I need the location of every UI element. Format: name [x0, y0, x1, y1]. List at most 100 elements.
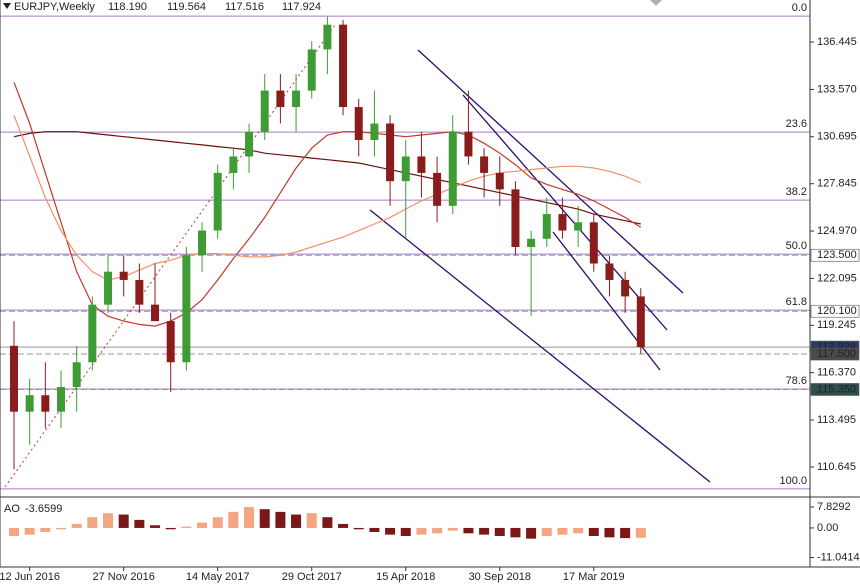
menu-icon[interactable] [3, 3, 11, 9]
ao-bar [134, 519, 145, 528]
ao-bar [40, 527, 51, 532]
y-tick-label: 119.245 [817, 319, 856, 331]
y-tick-label: 136.445 [817, 36, 857, 48]
ao-bar [432, 527, 443, 534]
ao-bar [228, 511, 239, 528]
candle-body [401, 156, 410, 182]
price-label-box [810, 347, 860, 361]
y-tick-label: 116.370 [817, 367, 856, 379]
price-label-box [810, 383, 860, 396]
ao-bar [353, 527, 364, 530]
candle-body [339, 24, 348, 108]
y-tick-label: 130.695 [817, 131, 857, 143]
candle-body [25, 395, 34, 412]
x-tick-label: 15 Apr 2018 [376, 571, 435, 583]
fib-label: 61.8 [786, 296, 807, 308]
ao-bar [400, 527, 411, 536]
candle-body [527, 238, 536, 248]
header-value: 119.564 [167, 1, 206, 13]
price-label: 115.350 [817, 383, 856, 395]
ao-bar [416, 527, 427, 535]
candle-body [135, 279, 144, 305]
ao-bar [479, 527, 490, 535]
ao-bar [71, 523, 82, 528]
moving-average [13, 82, 642, 327]
ao-bar [56, 527, 67, 530]
ao-bar [463, 527, 474, 534]
moving-average [13, 131, 641, 225]
candle-body [10, 345, 18, 412]
ao-bar [573, 527, 584, 534]
candle-body [323, 24, 332, 50]
candle-body [574, 222, 583, 231]
ao-bar [526, 527, 537, 539]
trend-line [417, 49, 684, 294]
ao-bar [197, 522, 208, 528]
ao-bar [165, 527, 176, 530]
trend-line [369, 209, 711, 483]
y-tick-label: 127.845 [817, 178, 857, 190]
ao-bar [244, 507, 255, 528]
x-tick-label: 30 Sep 2018 [469, 571, 531, 583]
ao-bar [635, 527, 646, 538]
fib-label: 23.6 [786, 118, 807, 130]
ao-bar [212, 517, 223, 528]
candle-body [370, 123, 379, 140]
candle-body [386, 123, 395, 182]
candle-body [589, 222, 598, 264]
candle-body [119, 271, 128, 280]
ao-bar [259, 509, 270, 528]
candle-body [495, 172, 504, 190]
fib-label: 0.0 [792, 2, 807, 14]
ao-bar [510, 527, 521, 538]
ao-bar [181, 526, 192, 528]
x-tick-label: 29 Oct 2017 [282, 571, 342, 583]
ao-bar [24, 527, 35, 535]
y-tick-label: 124.970 [817, 225, 857, 237]
ao-bar [103, 513, 114, 528]
candle-body [88, 304, 97, 363]
ao-bar [306, 513, 317, 528]
shift-marker [650, 0, 662, 6]
ao-tick-label: -11.0414 [817, 551, 860, 563]
ao-bar [385, 527, 396, 535]
candle-body [166, 321, 175, 363]
candle-body [307, 49, 316, 91]
fib-label: 78.6 [786, 375, 807, 387]
ao-bar [604, 527, 615, 538]
header-value: 118.190 [108, 1, 147, 13]
price-label-box [810, 304, 860, 318]
trend-line [462, 94, 668, 331]
candle-body [636, 296, 645, 348]
candle-body [41, 395, 50, 412]
candle-body [417, 156, 426, 173]
ao-bar [620, 527, 631, 539]
fib-label: 38.2 [786, 186, 807, 198]
price-label: 120.100 [817, 305, 857, 317]
x-tick-label: 27 Nov 2016 [92, 571, 154, 583]
candle-body [276, 90, 285, 108]
levels [0, 15, 810, 490]
ao-bar [275, 511, 286, 528]
ao-bar [150, 525, 161, 528]
candle-body [292, 90, 301, 108]
candle-body [104, 271, 113, 305]
ao-bar [322, 517, 333, 528]
indicator-value: -3.6599 [25, 503, 62, 515]
ao-bar [588, 527, 599, 536]
candle-body [621, 279, 630, 297]
y-tick-label: 113.495 [817, 414, 856, 426]
candle-body [198, 230, 207, 256]
candle-body [448, 131, 457, 206]
candle-body [229, 156, 238, 173]
candle-body [558, 214, 567, 231]
x-tick-label: 12 Jun 2016 [0, 571, 60, 583]
price-label: 123.500 [817, 249, 857, 261]
ao-bar [557, 527, 568, 535]
x-tick-label: 17 Mar 2019 [563, 571, 625, 583]
ao-bar [9, 527, 19, 536]
fib-label: 100.0 [779, 475, 807, 487]
ao-bar [291, 514, 302, 528]
